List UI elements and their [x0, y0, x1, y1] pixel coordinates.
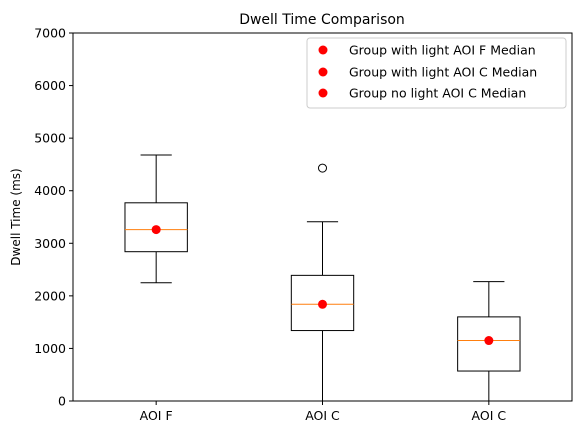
outlier-point — [318, 163, 327, 173]
boxes — [124, 154, 521, 402]
y-tick-label: 4000 — [34, 183, 66, 198]
box — [124, 202, 188, 253]
chart-title: Dwell Time Comparison — [239, 12, 405, 28]
x-axis: AOI F AOI C AOI C — [140, 401, 507, 423]
y-tick-label: 0 — [58, 394, 66, 409]
y-axis: 0 1000 2000 3000 4000 5000 6000 7000 — [34, 26, 73, 409]
legend-marker-2 — [318, 67, 328, 77]
median-marker — [484, 336, 494, 346]
y-tick-label: 6000 — [34, 78, 66, 93]
x-tick-label: AOI F — [140, 408, 173, 423]
y-tick-label: 2000 — [34, 288, 66, 303]
legend-label-2: Group with light AOI C Median — [349, 65, 537, 80]
legend: Group with light AOI F Median Group with… — [306, 37, 567, 109]
median-marker — [318, 299, 327, 309]
y-axis-label: Dwell Time (ms) — [9, 168, 23, 265]
legend-marker-1 — [318, 45, 328, 55]
legend-label-1: Group with light AOI F Median — [349, 43, 536, 58]
y-tick-label: 3000 — [34, 236, 66, 251]
legend-marker-3 — [318, 88, 328, 98]
y-tick-label: 1000 — [34, 341, 66, 356]
legend-label-3: Group no light AOI C Median — [349, 86, 526, 101]
x-tick-label: AOI C — [305, 408, 340, 423]
y-tick-label: 5000 — [34, 131, 66, 146]
x-tick-label: AOI C — [472, 408, 507, 423]
y-tick-label: 7000 — [34, 26, 66, 41]
legend-frame — [306, 37, 567, 109]
box — [457, 316, 521, 372]
median-marker — [151, 225, 161, 235]
box — [290, 274, 355, 332]
